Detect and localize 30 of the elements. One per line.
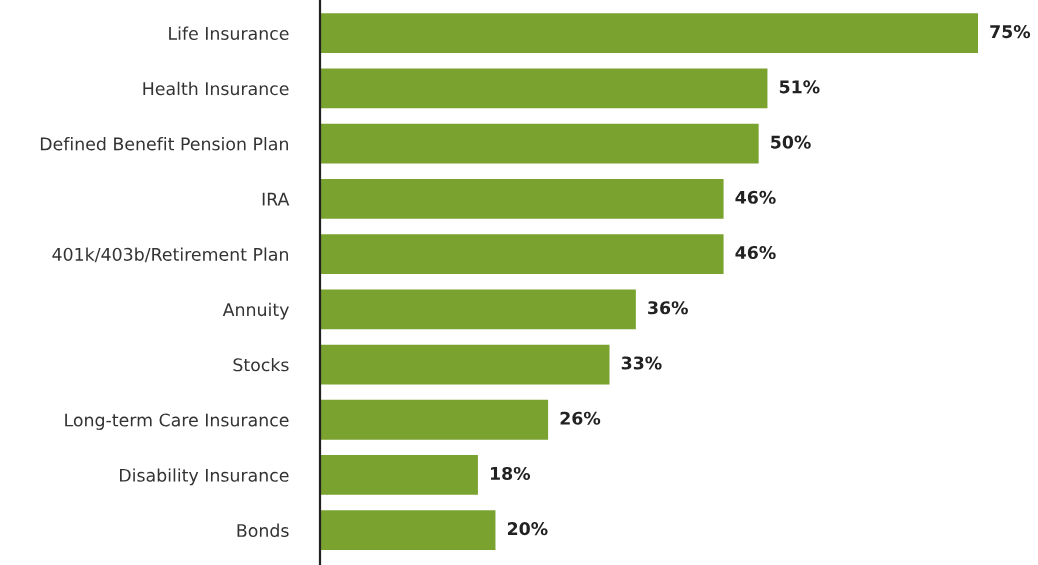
data-label: 20% [507,522,548,536]
data-label: 18% [490,466,531,481]
y-tick-label: Stocks [233,357,289,372]
data-label: 36% [648,301,688,315]
data-label: 46% [735,190,776,204]
bar [320,234,724,274]
bar [320,13,978,54]
bar [320,510,496,551]
y-tick-label: Disability Insurance [120,468,289,486]
bar [320,344,610,385]
y-tick-label: 401k/403b/Retirement Plan [52,247,288,263]
data-label: 33% [621,356,662,370]
data-label: 46% [735,245,776,260]
y-tick-label: Annuity [222,302,289,320]
bar [320,178,724,219]
bar [320,455,478,495]
data-label: 75% [990,25,1031,39]
y-tick-label: Health Insurance [143,81,289,96]
data-label: 26% [560,411,601,425]
data-label: 51% [779,80,820,94]
y-tick-label: Life Insurance [169,26,289,40]
y-tick-label: Long-term Care Insurance [65,413,289,430]
bar [320,123,759,164]
y-tick-label: Defined Benefit Pension Plan [40,137,288,151]
data-label: 50% [771,135,811,149]
y-tick-label: IRA [262,192,290,206]
y-tick-label: Bonds [237,523,289,538]
bar [320,289,636,330]
bar [320,399,549,440]
bar [320,68,768,109]
